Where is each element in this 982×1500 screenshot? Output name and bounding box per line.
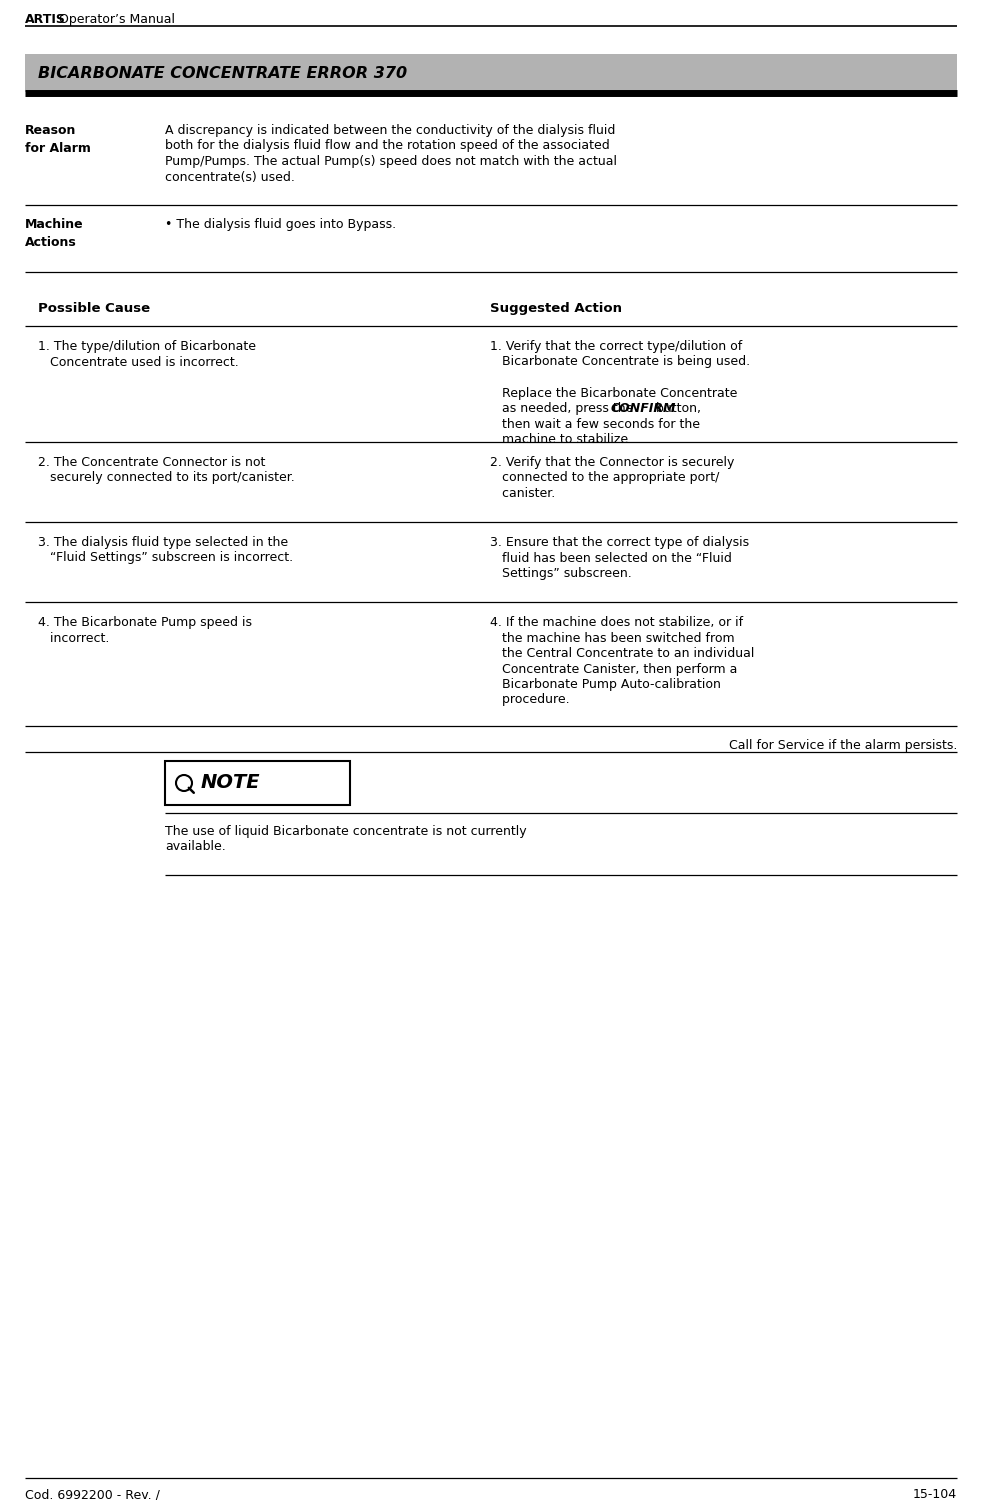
Text: Replace the Bicarbonate Concentrate: Replace the Bicarbonate Concentrate bbox=[490, 387, 737, 399]
Bar bbox=[165, 760, 350, 806]
Text: Concentrate used is incorrect.: Concentrate used is incorrect. bbox=[38, 356, 239, 369]
Text: 15-104: 15-104 bbox=[913, 1488, 957, 1500]
Text: 2. Verify that the Connector is securely: 2. Verify that the Connector is securely bbox=[490, 456, 735, 470]
Text: • The dialysis fluid goes into Bypass.: • The dialysis fluid goes into Bypass. bbox=[165, 217, 396, 231]
Text: securely connected to its port/canister.: securely connected to its port/canister. bbox=[38, 471, 295, 484]
Text: Suggested Action: Suggested Action bbox=[490, 302, 622, 315]
Text: Machine
Actions: Machine Actions bbox=[25, 217, 83, 249]
Text: procedure.: procedure. bbox=[490, 693, 570, 706]
Text: then wait a few seconds for the: then wait a few seconds for the bbox=[490, 417, 700, 430]
Text: The use of liquid Bicarbonate concentrate is not currently: The use of liquid Bicarbonate concentrat… bbox=[165, 825, 526, 839]
Text: Bicarbonate Concentrate is being used.: Bicarbonate Concentrate is being used. bbox=[490, 356, 750, 369]
Text: the Central Concentrate to an individual: the Central Concentrate to an individual bbox=[490, 646, 754, 660]
Text: Reason
for Alarm: Reason for Alarm bbox=[25, 124, 91, 154]
Text: 3. Ensure that the correct type of dialysis: 3. Ensure that the correct type of dialy… bbox=[490, 536, 749, 549]
Text: 1. Verify that the correct type/dilution of: 1. Verify that the correct type/dilution… bbox=[490, 340, 742, 352]
Text: the machine has been switched from: the machine has been switched from bbox=[490, 632, 735, 645]
Text: Bicarbonate Pump Auto-calibration: Bicarbonate Pump Auto-calibration bbox=[490, 678, 721, 692]
Text: Pump/Pumps. The actual Pump(s) speed does not match with the actual: Pump/Pumps. The actual Pump(s) speed doe… bbox=[165, 154, 617, 168]
Text: Call for Service if the alarm persists.: Call for Service if the alarm persists. bbox=[729, 740, 957, 752]
Text: fluid has been selected on the “Fluid: fluid has been selected on the “Fluid bbox=[490, 552, 732, 564]
Text: button,: button, bbox=[652, 402, 701, 416]
Text: 4. The Bicarbonate Pump speed is: 4. The Bicarbonate Pump speed is bbox=[38, 616, 252, 628]
Text: BICARBONATE CONCENTRATE ERROR 370: BICARBONATE CONCENTRATE ERROR 370 bbox=[38, 66, 408, 81]
Bar bbox=[25, 54, 957, 92]
Text: concentrate(s) used.: concentrate(s) used. bbox=[165, 171, 295, 183]
Text: Possible Cause: Possible Cause bbox=[38, 302, 150, 315]
Text: “Fluid Settings” subscreen is incorrect.: “Fluid Settings” subscreen is incorrect. bbox=[38, 552, 293, 564]
Text: connected to the appropriate port/: connected to the appropriate port/ bbox=[490, 471, 720, 484]
Text: as needed, press the: as needed, press the bbox=[490, 402, 637, 416]
Text: 4. If the machine does not stabilize, or if: 4. If the machine does not stabilize, or… bbox=[490, 616, 743, 628]
Text: Cod. 6992200 - Rev. /: Cod. 6992200 - Rev. / bbox=[25, 1488, 160, 1500]
Text: both for the dialysis fluid flow and the rotation speed of the associated: both for the dialysis fluid flow and the… bbox=[165, 140, 610, 153]
Text: A discrepancy is indicated between the conductivity of the dialysis fluid: A discrepancy is indicated between the c… bbox=[165, 124, 616, 136]
Text: available.: available. bbox=[165, 840, 226, 854]
Text: 3. The dialysis fluid type selected in the: 3. The dialysis fluid type selected in t… bbox=[38, 536, 288, 549]
Text: incorrect.: incorrect. bbox=[38, 632, 109, 645]
Text: 1. The type/dilution of Bicarbonate: 1. The type/dilution of Bicarbonate bbox=[38, 340, 256, 352]
Text: ARTIS: ARTIS bbox=[25, 13, 66, 26]
Text: Operator’s Manual: Operator’s Manual bbox=[55, 13, 175, 26]
Text: NOTE: NOTE bbox=[201, 774, 260, 792]
Text: canister.: canister. bbox=[490, 488, 555, 500]
Text: Settings” subscreen.: Settings” subscreen. bbox=[490, 567, 631, 580]
Text: machine to stabilize.: machine to stabilize. bbox=[490, 433, 632, 445]
Text: 2. The Concentrate Connector is not: 2. The Concentrate Connector is not bbox=[38, 456, 265, 470]
Text: CONFIRM: CONFIRM bbox=[611, 402, 677, 416]
Text: Concentrate Canister, then perform a: Concentrate Canister, then perform a bbox=[490, 663, 737, 675]
